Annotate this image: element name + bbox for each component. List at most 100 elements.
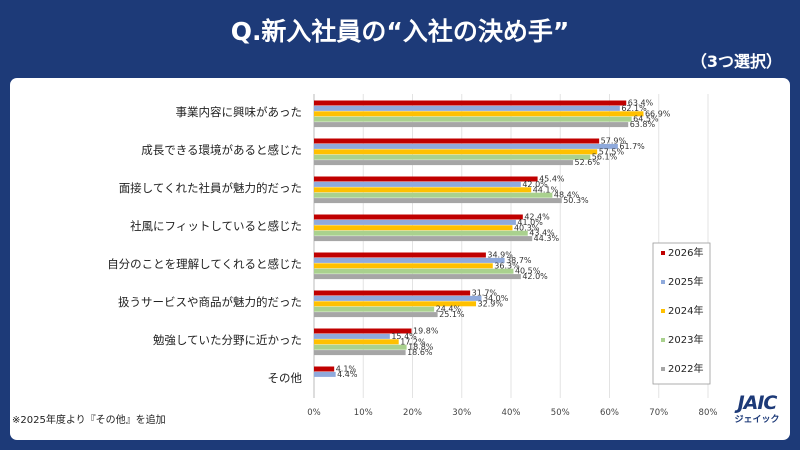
value-label: 34.9% bbox=[487, 251, 513, 260]
value-label: 43.4% bbox=[529, 229, 555, 238]
legend-box bbox=[652, 242, 711, 385]
value-label: 64.5% bbox=[633, 115, 659, 124]
value-label: 61.7% bbox=[619, 142, 645, 151]
value-label: 42.0% bbox=[522, 272, 548, 281]
company-logo: JAIC ジェイック bbox=[727, 392, 787, 436]
x-tick-label: 40% bbox=[502, 408, 521, 418]
category-label: 社風にフィットしていると感じた bbox=[130, 219, 302, 233]
bar bbox=[314, 236, 533, 242]
legend-entry: 2023年 bbox=[668, 333, 703, 346]
value-label: 45.4% bbox=[539, 175, 565, 184]
category-label: 事業内容に興味があった bbox=[176, 105, 303, 119]
value-label: 40.5% bbox=[515, 267, 541, 276]
value-label: 42.4% bbox=[524, 213, 550, 222]
logo-mark: JAIC bbox=[737, 392, 778, 414]
bar bbox=[314, 225, 513, 231]
bar bbox=[314, 198, 562, 204]
value-label: 38.7% bbox=[506, 256, 532, 265]
x-tick-label: 0% bbox=[307, 408, 321, 418]
bar bbox=[314, 214, 523, 220]
value-label: 50.3% bbox=[563, 196, 589, 205]
x-tick-label: 50% bbox=[551, 408, 570, 418]
value-label: 36.3% bbox=[494, 261, 520, 270]
bar bbox=[314, 219, 516, 225]
value-label: 4.4% bbox=[337, 370, 358, 379]
category-label: その他 bbox=[268, 371, 303, 385]
bar bbox=[314, 154, 591, 160]
value-label: 25.1% bbox=[439, 310, 465, 319]
value-label: 17.2% bbox=[400, 337, 426, 346]
bar bbox=[314, 122, 629, 128]
legend-entry: 2026年 bbox=[668, 246, 703, 259]
category-label: 成長できる環境があると感じた bbox=[141, 143, 302, 157]
bar bbox=[314, 344, 407, 350]
legend-swatch bbox=[661, 309, 665, 313]
legend-swatch bbox=[661, 367, 665, 371]
value-label: 63.4% bbox=[628, 99, 654, 108]
legend-entry: 2025年 bbox=[668, 275, 703, 288]
category-label: 面接してくれた社員が魅力的だった bbox=[119, 181, 302, 195]
value-label: 48.4% bbox=[554, 191, 580, 200]
value-label: 66.9% bbox=[645, 109, 671, 118]
bar bbox=[314, 268, 514, 274]
legend-entry: 2022年 bbox=[668, 362, 703, 375]
page-title: Q.新入社員の“入社の決め手” bbox=[230, 17, 570, 46]
category-label: 扱うサービスや商品が魅力的だった bbox=[118, 295, 302, 309]
bar bbox=[314, 257, 505, 263]
bar bbox=[314, 371, 336, 377]
legend-entry: 2024年 bbox=[668, 304, 703, 317]
bar bbox=[314, 350, 406, 356]
x-tick-label: 60% bbox=[600, 408, 619, 418]
bar bbox=[314, 333, 390, 339]
value-label: 57.9% bbox=[601, 137, 627, 146]
bar bbox=[314, 295, 482, 301]
value-label: 44.3% bbox=[534, 234, 560, 243]
value-label: 4.1% bbox=[336, 365, 357, 374]
bar bbox=[314, 181, 521, 187]
category-label: 勉強していた分野に近かった bbox=[153, 333, 302, 347]
bar bbox=[314, 138, 600, 144]
legend-swatch bbox=[661, 251, 665, 255]
x-tick-label: 70% bbox=[649, 408, 668, 418]
bar bbox=[314, 274, 521, 280]
bar bbox=[314, 116, 632, 122]
value-label: 32.9% bbox=[478, 299, 504, 308]
bar bbox=[314, 366, 335, 372]
bar bbox=[314, 149, 598, 155]
bar bbox=[314, 187, 532, 193]
category-label: 自分のことを理解してくれると感じた bbox=[107, 257, 302, 271]
x-tick-label: 20% bbox=[403, 408, 422, 418]
bar bbox=[314, 230, 528, 236]
subtitle: （3つ選択） bbox=[690, 52, 782, 71]
bar bbox=[314, 312, 438, 318]
bar bbox=[314, 192, 553, 198]
bar bbox=[314, 105, 620, 111]
bar bbox=[314, 328, 412, 334]
value-label: 18.8% bbox=[408, 343, 434, 352]
legend-swatch bbox=[661, 280, 665, 284]
x-tick-label: 10% bbox=[354, 408, 373, 418]
logo-sub: ジェイック bbox=[734, 415, 780, 425]
value-label: 56.1% bbox=[592, 153, 618, 162]
bar bbox=[314, 263, 493, 269]
value-label: 15.4% bbox=[391, 332, 417, 341]
value-label: 34.0% bbox=[483, 294, 509, 303]
bar bbox=[314, 111, 644, 117]
bar bbox=[314, 290, 471, 296]
value-label: 24.4% bbox=[436, 305, 462, 314]
bar bbox=[314, 143, 618, 149]
value-label: 57.5% bbox=[599, 147, 625, 156]
value-label: 40.3% bbox=[514, 223, 540, 232]
bar bbox=[314, 306, 435, 312]
bar bbox=[314, 339, 399, 345]
bar bbox=[314, 160, 574, 166]
value-label: 44.1% bbox=[533, 185, 559, 194]
value-label: 42.0% bbox=[522, 180, 548, 189]
bar bbox=[314, 176, 538, 182]
value-label: 62.1% bbox=[621, 104, 647, 113]
bar bbox=[314, 301, 477, 307]
value-label: 41.0% bbox=[517, 218, 543, 227]
x-tick-label: 80% bbox=[699, 408, 718, 418]
bar bbox=[314, 252, 486, 258]
